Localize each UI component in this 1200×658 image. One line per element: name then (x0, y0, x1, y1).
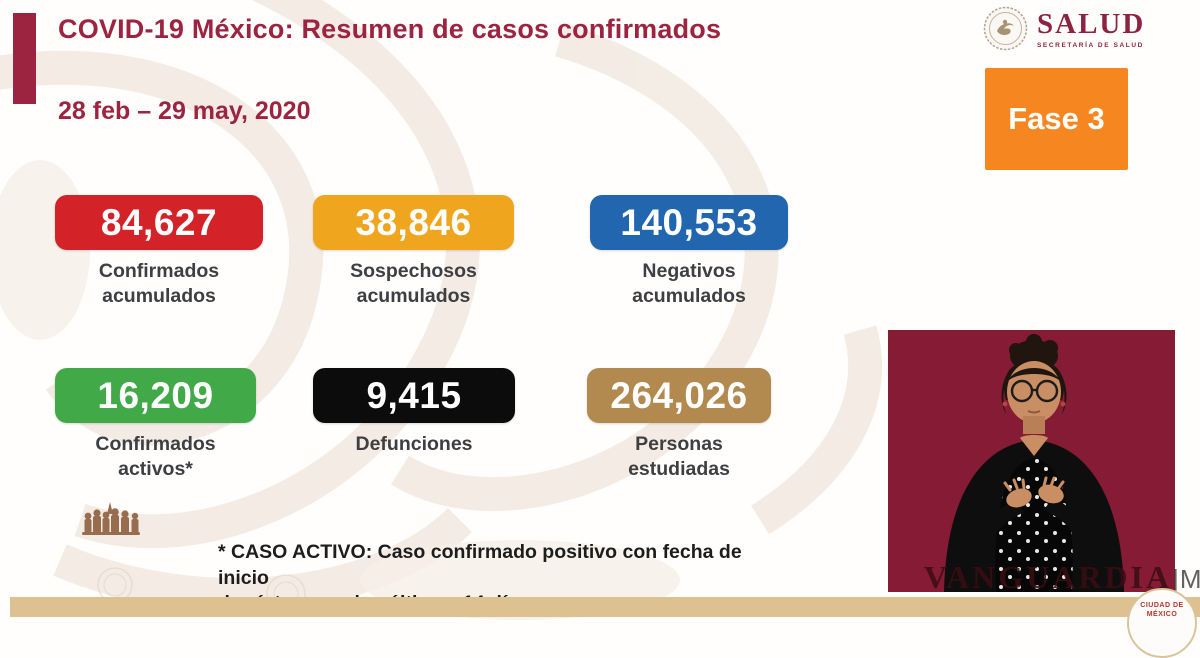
stat-label: Defunciones (355, 433, 473, 455)
stat-value: 16,209 (97, 374, 214, 416)
bottom-gold-bar (10, 597, 1200, 617)
cdmx-badge-line-1: CIUDAD DE (1140, 602, 1184, 609)
stat-value-box: 140,553 (590, 195, 788, 250)
historic-figures-illustration (82, 502, 140, 535)
stat-value-box: 38,846 (313, 195, 514, 250)
mexico-government-seal-icon (983, 6, 1028, 51)
stat-value: 9,415 (366, 374, 462, 416)
footnote-line-1: * CASO ACTIVO: Caso confirmado positivo … (218, 541, 742, 589)
watermark-brand: VANGUARDIA (924, 559, 1173, 595)
stat-label: Personas estudiadas (628, 433, 730, 481)
stat-card-confirmados-activos: 16,209 Confirmados activos* (55, 368, 256, 483)
stat-value: 38,846 (355, 201, 472, 243)
vanguardia-watermark: VANGUARDIA|MX (924, 559, 1200, 596)
stat-label: Negativos acumulados (632, 260, 746, 308)
stat-card-sospechosos-acumulados: 38,846 Sospechosos acumulados (313, 195, 514, 310)
stat-label: Confirmados acumulados (98, 260, 220, 308)
stat-value-box: 84,627 (55, 195, 263, 250)
cdmx-badge: CIUDAD DE MÉXICO (1127, 588, 1197, 658)
salud-logo: SALUD SECRETARÍA DE SALUD (982, 5, 1145, 52)
cdmx-badge-line-2: MÉXICO (1146, 610, 1178, 618)
salud-wordmark: SALUD (1037, 8, 1146, 40)
left-accent-bar (13, 13, 36, 104)
stat-value-box: 16,209 (55, 368, 256, 423)
stat-card-confirmados-acumulados: 84,627 Confirmados acumulados (55, 195, 263, 310)
stat-value: 84,627 (100, 201, 218, 243)
stat-card-personas-estudiadas: 264,026 Personas estudiadas (587, 368, 771, 483)
sign-language-interpreter-video (888, 330, 1175, 592)
page-title: COVID-19 México: Resumen de casos confir… (58, 14, 722, 44)
stat-label: Confirmados activos* (95, 433, 216, 481)
date-range: 28 feb – 29 may, 2020 (58, 97, 311, 125)
stat-card-negativos-acumulados: 140,553 Negativos acumulados (590, 195, 788, 310)
watermark-suffix: |MX (1172, 564, 1200, 594)
stat-value: 140,553 (620, 201, 758, 243)
salud-logo-text: SALUD SECRETARÍA DE SALUD (1037, 8, 1146, 50)
phase-badge: Fase 3 (985, 68, 1128, 170)
salud-subtitle: SECRETARÍA DE SALUD (1037, 42, 1144, 49)
stat-value-box: 264,026 (587, 368, 771, 423)
sign-language-interpreter (888, 330, 1175, 592)
stat-label: Sospechosos acumulados (350, 260, 477, 308)
stat-value-box: 9,415 (313, 368, 515, 423)
stat-card-defunciones: 9,415 Defunciones (313, 368, 515, 457)
stat-value: 264,026 (610, 374, 748, 416)
